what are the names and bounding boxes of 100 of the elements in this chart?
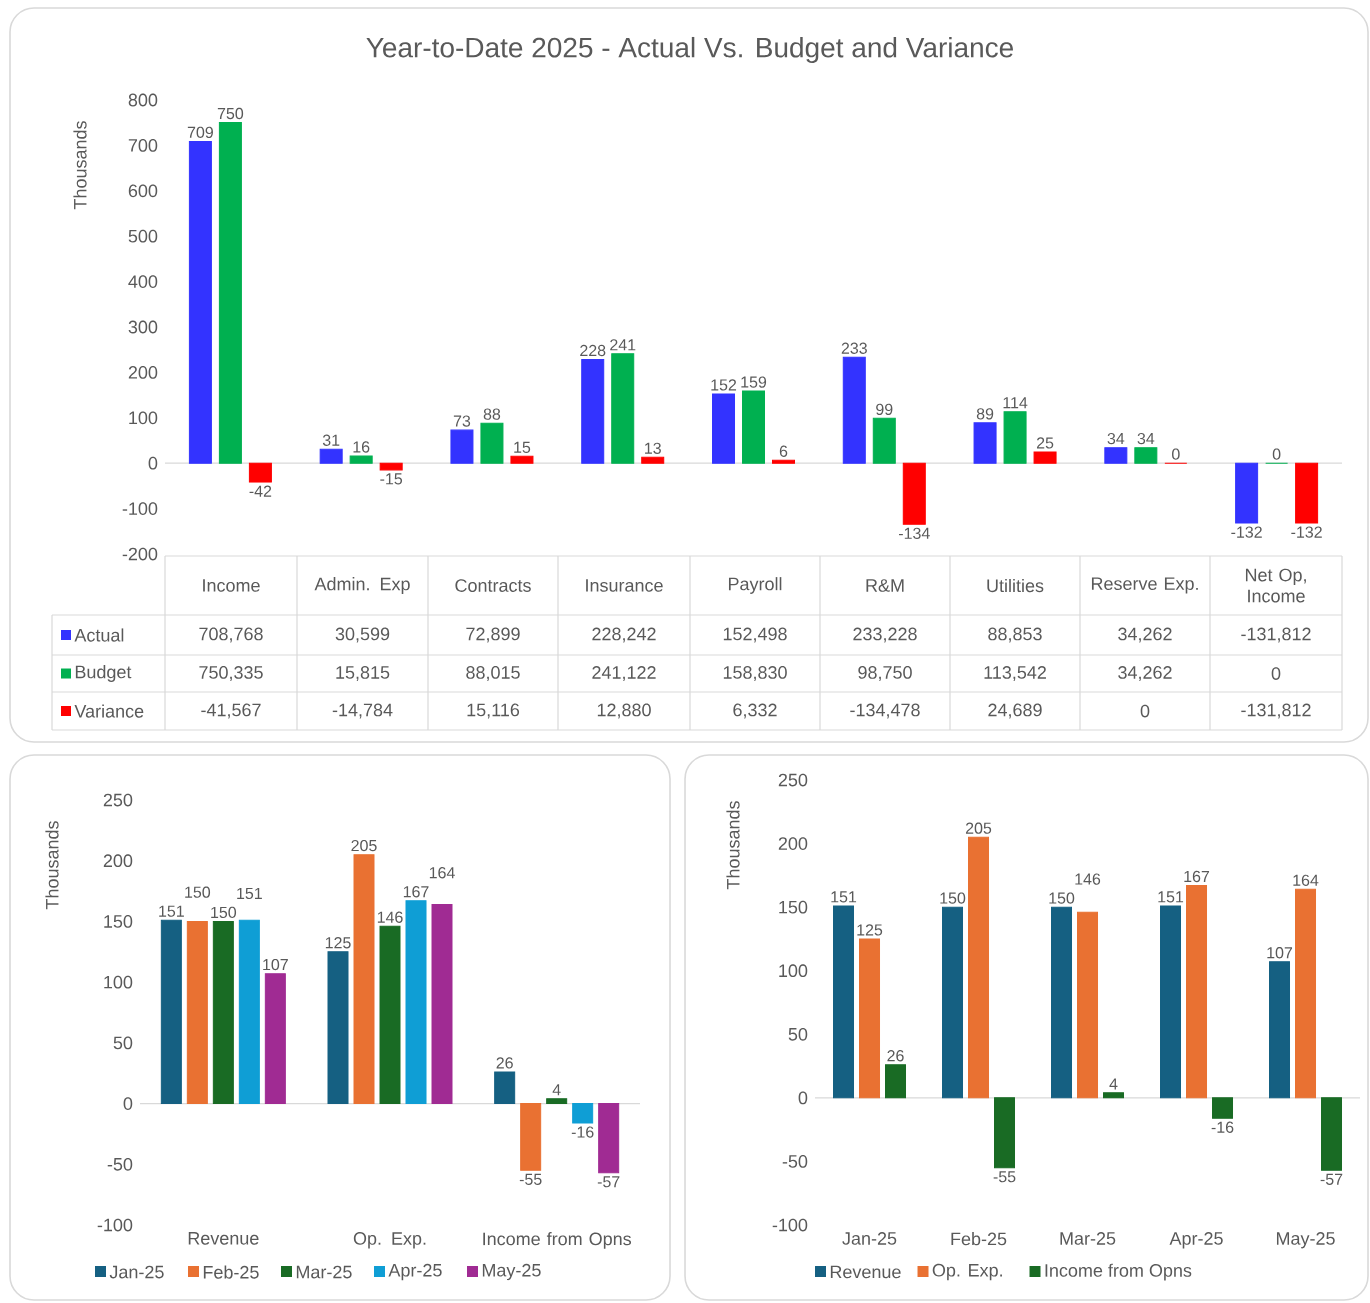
bar	[1033, 451, 1057, 464]
x-tick-label: Jan-25	[842, 1232, 897, 1245]
category-label: R&M	[866, 579, 904, 592]
data-label: 150	[1049, 892, 1075, 904]
data-label: 158,830	[723, 666, 787, 681]
data-label: 99	[876, 403, 893, 415]
y-tick-label: 200	[103, 854, 133, 868]
y-tick-label: 50	[113, 1036, 133, 1050]
data-label: -15	[380, 473, 403, 485]
data-label: 241,122	[592, 666, 656, 681]
data-label: 152	[711, 379, 737, 391]
data-label: 125	[325, 937, 351, 949]
data-label: 34	[1137, 432, 1155, 445]
data-label: 72,899	[466, 627, 520, 643]
x-tick-label: May-25	[1276, 1232, 1335, 1249]
legend-label: Budget	[75, 665, 132, 682]
bar	[248, 462, 272, 483]
data-label: 113,542	[984, 666, 1046, 681]
data-label: -134	[898, 527, 930, 539]
bar	[349, 455, 373, 464]
data-label: 164	[429, 867, 455, 879]
category-label: Payroll	[728, 577, 782, 594]
data-label: 164	[1293, 874, 1319, 886]
data-label: 159	[741, 376, 767, 388]
y-axis-title: Thousands	[726, 801, 740, 890]
data-label: 6,332	[733, 703, 777, 719]
x-tick-label: Apr-25	[1169, 1232, 1223, 1249]
data-label: 15,815	[336, 666, 390, 681]
data-label: -131,812	[1241, 627, 1311, 643]
bar	[572, 1103, 594, 1124]
data-label: 228	[580, 344, 606, 357]
category-label: Utilities	[987, 578, 1044, 593]
data-label: -41,567	[201, 703, 261, 719]
data-label: 233	[841, 342, 867, 354]
data-label: 25	[1036, 437, 1054, 449]
bar	[902, 462, 926, 525]
data-label: 241	[610, 339, 636, 351]
x-tick-label: Mar-25	[1060, 1232, 1116, 1245]
bar	[1269, 961, 1291, 1099]
bar	[942, 906, 964, 1099]
bar	[1003, 411, 1027, 464]
bar	[1160, 905, 1182, 1099]
data-label: 31	[322, 434, 340, 446]
y-tick-label: 200	[778, 837, 808, 850]
category-label: Insurance	[586, 579, 663, 592]
bar	[994, 1097, 1016, 1169]
legend-label: Variance	[74, 704, 144, 718]
data-label: -132	[1231, 526, 1262, 538]
category-label: Income	[203, 579, 260, 592]
y-tick-label: 500	[128, 229, 158, 243]
bar	[1321, 1097, 1343, 1171]
y-tick-label: 150	[104, 915, 133, 928]
y-tick-label: 100	[104, 975, 133, 989]
bar	[186, 920, 208, 1105]
y-tick-label: -100	[772, 1218, 808, 1232]
bar	[712, 393, 736, 464]
data-label: 205	[351, 839, 377, 852]
bar	[1134, 447, 1158, 464]
bar	[833, 905, 855, 1099]
category-label: Contracts	[455, 579, 531, 592]
bar	[1295, 462, 1319, 524]
legend-label: Income from Opns	[1045, 1263, 1192, 1281]
data-label: 98,750	[858, 666, 912, 681]
data-label: 151	[831, 891, 857, 903]
data-label: 6	[779, 445, 788, 457]
category-label: Admin. Exp	[314, 577, 410, 594]
data-label: 89	[976, 408, 994, 420]
legend-label: Revenue	[830, 1265, 901, 1279]
bar	[431, 903, 453, 1105]
data-label: -57	[597, 1176, 620, 1188]
data-label: -16	[1211, 1121, 1234, 1133]
data-label: 73	[453, 415, 471, 427]
y-tick-label: 400	[128, 275, 158, 288]
data-label: 88,853	[988, 627, 1042, 643]
data-label: 150	[211, 906, 237, 919]
data-label: 167	[403, 886, 429, 898]
data-label: 709	[187, 126, 213, 139]
bar	[450, 429, 474, 464]
bar	[1212, 1097, 1234, 1119]
data-label: 114	[1003, 397, 1028, 409]
data-label: 233,228	[853, 627, 917, 643]
y-tick-label: 600	[128, 184, 158, 198]
bar	[581, 359, 605, 464]
category-label: Net Op, Income	[1245, 568, 1306, 603]
data-label: 34,262	[1118, 627, 1172, 643]
data-label: -132	[1291, 526, 1322, 538]
data-label: 107	[263, 958, 288, 971]
y-tick-label: 200	[128, 366, 158, 379]
bar	[1103, 1092, 1125, 1099]
data-label: 88	[483, 408, 501, 420]
bar	[598, 1103, 620, 1174]
data-label: 16	[353, 441, 370, 453]
bar	[859, 938, 881, 1099]
bar	[212, 920, 234, 1105]
data-label: 15	[514, 441, 531, 453]
y-tick-label: 0	[148, 456, 158, 470]
bar	[405, 900, 427, 1105]
data-label: 146	[377, 911, 403, 923]
legend-label: Op. Exp.	[932, 1263, 1002, 1281]
y-tick-label: 100	[129, 411, 158, 425]
